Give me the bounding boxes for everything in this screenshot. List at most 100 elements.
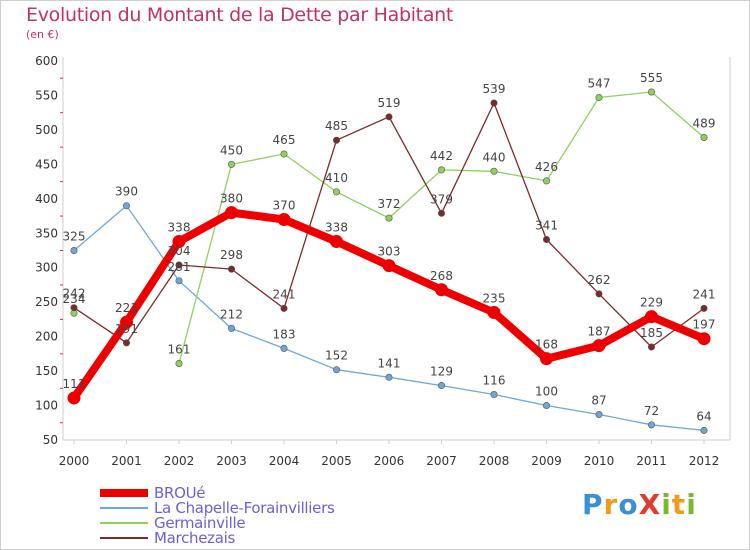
data-label-s2: 450 (220, 143, 243, 157)
data-label-s1: 100 (535, 385, 558, 399)
logo-letter: r (603, 488, 619, 521)
data-label-s0: 338 (168, 221, 191, 235)
data-label-s3: 539 (483, 82, 506, 96)
y-tick-label: 550 (35, 88, 58, 102)
x-tick-label: 2011 (636, 454, 667, 468)
x-tick-label: 2012 (689, 454, 720, 468)
data-label-s3: 242 (63, 287, 86, 301)
data-label-s0: 187 (588, 325, 611, 339)
data-point-s1 (542, 402, 550, 410)
data-label-s1: 141 (378, 356, 401, 370)
y-tick-label: 100 (35, 399, 58, 413)
data-point-s2 (228, 160, 236, 168)
x-tick-label: 2003 (216, 454, 247, 468)
x-tick-label: 2005 (321, 454, 352, 468)
data-label-s1: 116 (483, 374, 506, 388)
data-label-s1: 390 (115, 185, 138, 199)
logo-letter: t (671, 488, 687, 521)
data-point-s2 (385, 214, 393, 222)
data-point-s1 (700, 426, 708, 434)
x-tick-label: 2001 (111, 454, 142, 468)
data-label-s2: 410 (325, 171, 348, 185)
legend-swatch-1 (100, 507, 148, 509)
data-point-s0 (67, 391, 81, 405)
y-tick-label: 600 (35, 54, 58, 68)
data-point-s3 (700, 304, 708, 312)
data-label-s2: 161 (168, 343, 191, 357)
data-label-s3: 341 (535, 218, 558, 232)
data-point-s3 (385, 113, 393, 121)
x-tick-label: 2008 (479, 454, 510, 468)
data-label-s2: 547 (588, 77, 611, 91)
data-point-s2 (437, 166, 445, 174)
series-line-1 (73, 205, 705, 432)
logo-letter: i (686, 488, 697, 521)
data-point-s0 (540, 352, 553, 366)
data-point-s2 (542, 177, 550, 185)
data-point-s3 (175, 261, 183, 269)
legend-label-2: Germainville (154, 514, 246, 532)
y-tick-label: 500 (35, 123, 58, 137)
legend-item-3: Marchezais (100, 529, 236, 547)
data-point-s0 (172, 235, 186, 249)
y-tick-label: 400 (35, 192, 58, 206)
data-point-s0 (435, 283, 448, 297)
legend-item-0: BROUé (100, 484, 206, 502)
legend-swatch-0 (100, 489, 148, 497)
data-label-s2: 489 (693, 116, 716, 130)
x-tick-label: 2010 (584, 454, 615, 468)
data-label-s3: 185 (640, 326, 663, 340)
y-tick-label: 50 (43, 433, 58, 447)
data-point-s2 (490, 167, 498, 175)
data-label-s0: 168 (535, 338, 558, 352)
data-point-s1 (595, 411, 603, 419)
logo-letter: i (661, 488, 672, 521)
data-label-s3: 485 (325, 119, 348, 133)
data-point-s3 (123, 339, 131, 347)
unit-label: (en €) (26, 28, 59, 41)
data-point-s3 (228, 265, 236, 273)
data-label-s0: 303 (378, 245, 401, 259)
y-tick-label: 200 (35, 330, 58, 344)
data-label-s0: 221 (115, 301, 138, 315)
data-label-s2: 234 (63, 292, 86, 306)
legend-label-1: La Chapelle-Forainvilliers (154, 499, 335, 517)
logo-letter: P (582, 488, 604, 521)
data-point-s3 (332, 136, 340, 144)
data-point-s0 (277, 212, 291, 226)
data-point-s2 (595, 94, 603, 102)
series-line-2 (178, 91, 705, 365)
data-label-s1: 152 (325, 349, 348, 363)
data-label-s3: 379 (430, 192, 453, 206)
data-label-s2: 426 (535, 160, 558, 174)
data-label-s0: 197 (693, 318, 716, 332)
data-point-s2 (700, 133, 708, 141)
data-point-s0 (487, 306, 501, 320)
data-point-s1 (123, 202, 131, 210)
legend-label-3: Marchezais (154, 529, 236, 547)
data-point-s0 (330, 235, 343, 249)
data-point-s1 (280, 344, 288, 352)
data-point-s1 (385, 373, 393, 381)
y-tick-label: 450 (35, 157, 58, 171)
x-tick-label: 2002 (164, 454, 195, 468)
legend-label-0: BROUé (154, 484, 206, 502)
data-label-s0: 111 (63, 377, 86, 391)
data-point-s0 (382, 259, 396, 273)
data-label-s1: 129 (430, 365, 453, 379)
data-label-s3: 241 (693, 287, 716, 301)
data-point-s3 (595, 290, 603, 298)
data-point-s1 (332, 366, 340, 374)
data-label-s1: 281 (168, 260, 191, 274)
data-point-s1 (647, 421, 655, 429)
data-label-s1: 183 (273, 327, 296, 341)
data-label-s0: 235 (483, 292, 506, 306)
data-label-s2: 440 (483, 150, 506, 164)
proxiti-logo: ProXiti (582, 488, 697, 521)
data-label-s3: 298 (220, 248, 243, 262)
data-label-s1: 72 (644, 404, 659, 418)
data-label-s2: 372 (378, 197, 401, 211)
data-point-s0 (120, 315, 133, 329)
data-label-s1: 325 (63, 230, 86, 244)
